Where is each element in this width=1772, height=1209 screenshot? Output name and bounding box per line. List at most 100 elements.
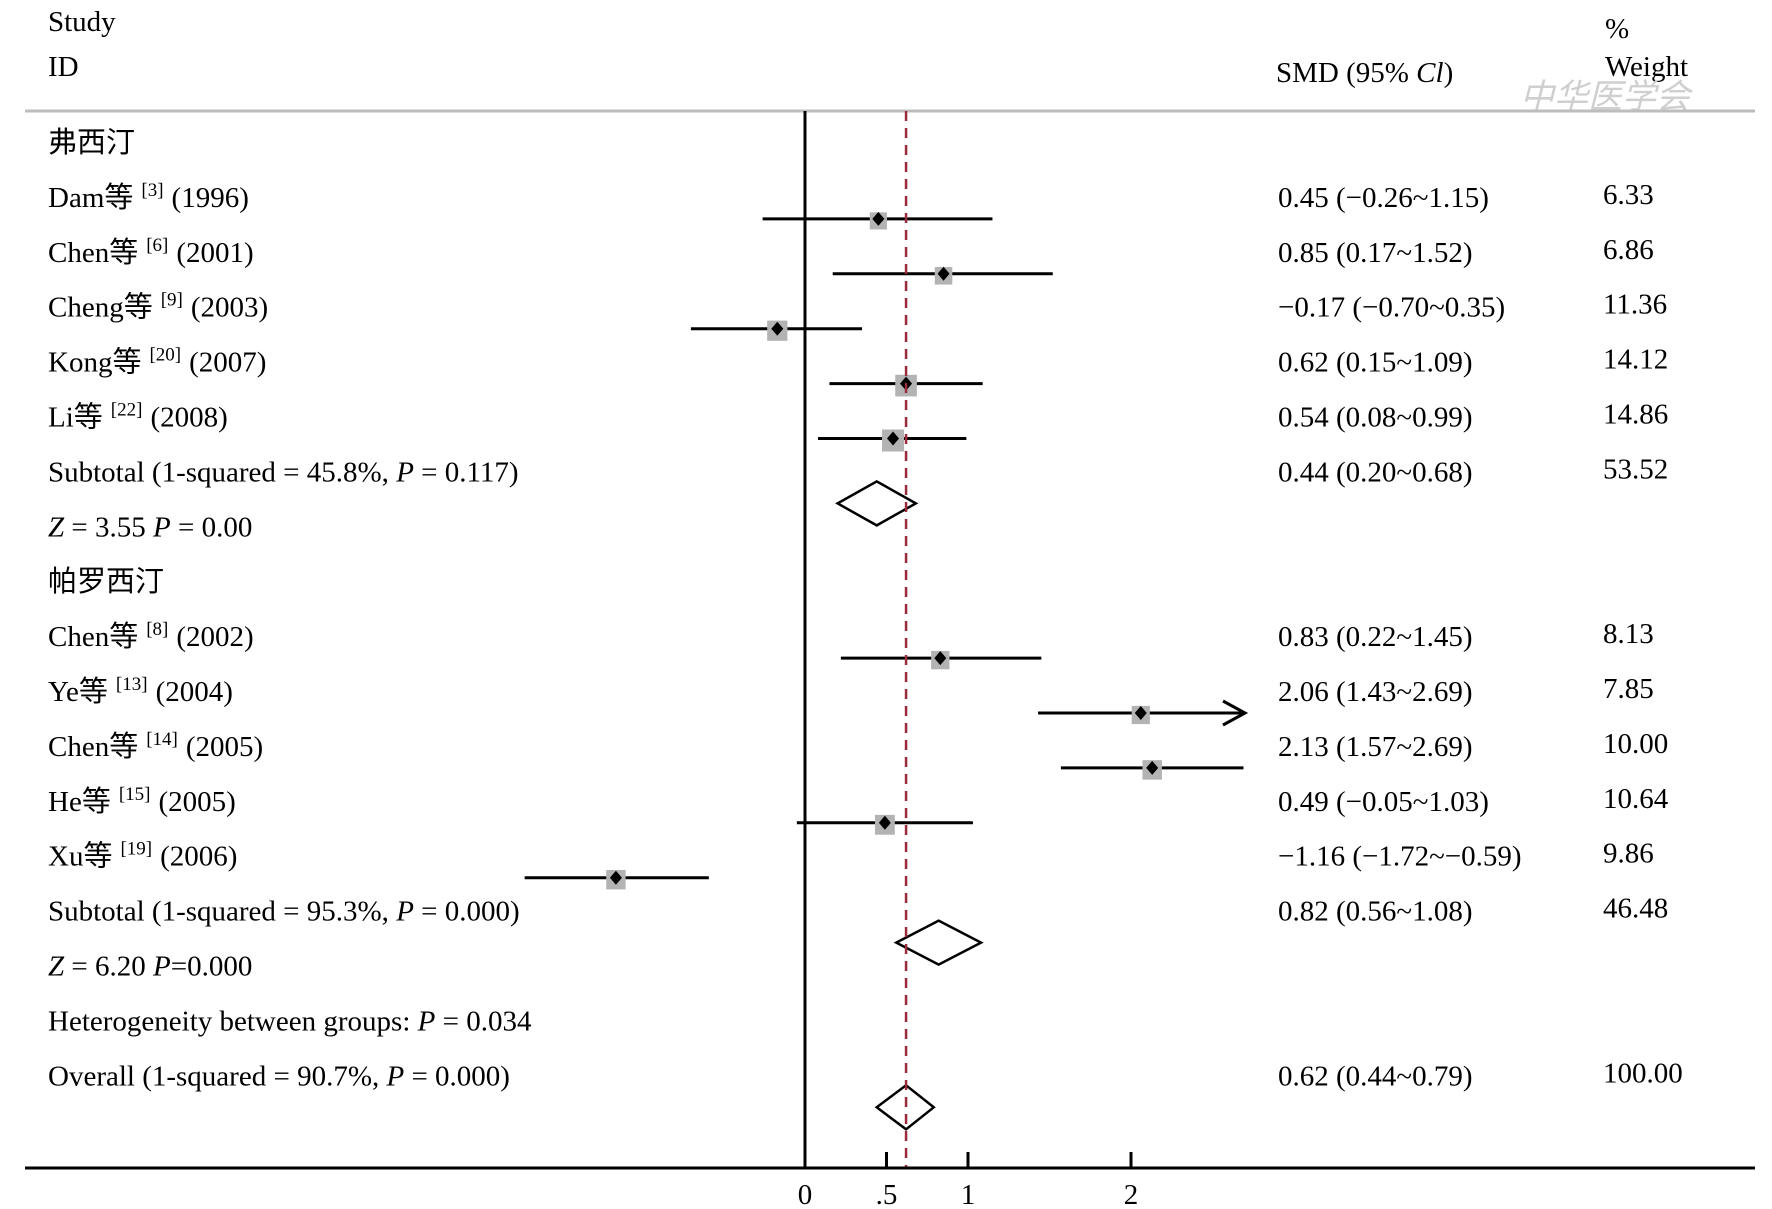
study-label: Li等 [22] (2008) <box>48 400 228 434</box>
subtotal-diamond <box>893 919 984 967</box>
study-label: Chen等 [14] (2005) <box>48 729 263 763</box>
subtotal-label-part: Subtotal (1-squared = 95.3%, <box>48 896 396 928</box>
ci-text: 0.54 (0.08~0.99) <box>1278 402 1473 434</box>
study-ref: [9] <box>161 290 183 311</box>
group-label: 帕罗西汀 <box>48 565 164 598</box>
study-year: (2001) <box>176 237 253 269</box>
study-ref: [22] <box>111 400 143 421</box>
study-ref: [13] <box>116 674 148 695</box>
subtotal-label-part: P <box>395 896 414 928</box>
ci-text: 0.62 (0.44~0.79) <box>1278 1060 1473 1092</box>
id-header: ID <box>48 51 79 83</box>
study-author: Chen等 <box>48 620 138 653</box>
ci-text: 0.62 (0.15~1.09) <box>1278 347 1473 379</box>
weight-text: 100.00 <box>1603 1057 1683 1089</box>
subtotal-label-part: = 0.000) <box>414 896 520 928</box>
weight-percent-header: % <box>1605 13 1629 45</box>
overall-label-part: P <box>385 1060 404 1092</box>
study-year: (2005) <box>158 786 235 818</box>
weight-text: 10.64 <box>1603 783 1669 815</box>
study-label: Cheng等 [9] (2003) <box>48 290 268 324</box>
forest-rows: 弗西汀 Dam等 [3] (1996) 0.45 (−0.26~1.15) 6.33 Che… <box>48 126 1683 1131</box>
study-author: Dam等 <box>48 181 133 214</box>
point-estimate <box>1146 760 1159 775</box>
ci-text: 0.45 (−0.26~1.15) <box>1278 182 1489 214</box>
weight-text: 6.86 <box>1603 234 1654 266</box>
weight-text: 9.86 <box>1603 838 1654 870</box>
point-estimate <box>934 651 947 666</box>
note-label-part: P <box>152 511 171 543</box>
ci-text: 2.13 (1.57~2.69) <box>1278 731 1473 763</box>
study-ref: [20] <box>149 345 181 366</box>
subtotal-label: Subtotal (1-squared = 45.8%, P = 0.117) <box>48 456 519 488</box>
study-row: Chen等 [8] (2002) 0.83 (0.22~1.45) 8.13 <box>48 618 1654 670</box>
study-year: (2005) <box>186 731 263 763</box>
study-year: (2007) <box>189 347 266 379</box>
subtotal-row: Subtotal (1-squared = 45.8%, P = 0.117) 0… <box>48 453 1668 527</box>
ci-text: 2.06 (1.43~2.69) <box>1278 676 1473 708</box>
study-label: Dam等 [3] (1996) <box>48 180 249 214</box>
point-estimate <box>887 431 900 446</box>
study-row: Chen等 [6] (2001) 0.85 (0.17~1.52) 6.86 <box>48 234 1654 285</box>
point-estimate <box>878 815 891 830</box>
point-estimate <box>771 321 784 336</box>
note-label-part: P <box>417 1005 436 1037</box>
overall-label-part: Overall (1-squared = 90.7%, <box>48 1060 386 1092</box>
study-ref: [3] <box>141 180 163 201</box>
group-row: 帕罗西汀 <box>48 565 164 598</box>
point-estimate <box>872 211 885 226</box>
weight-text: 10.00 <box>1603 728 1668 760</box>
study-year: (2002) <box>176 621 253 653</box>
note-label: Z = 3.55 P = 0.00 <box>48 511 252 543</box>
note-label-part: = 0.00 <box>171 511 253 543</box>
study-author: Kong等 <box>48 346 141 379</box>
x-tick-label: 2 <box>1124 1179 1139 1209</box>
note-label-part: = 6.20 <box>64 951 153 983</box>
study-row: Li等 [22] (2008) 0.54 (0.08~0.99) 14.86 <box>48 399 1668 452</box>
overall-row: Overall (1-squared = 90.7%, P = 0.000) 0.… <box>48 1057 1683 1131</box>
ci-text: 0.83 (0.22~1.45) <box>1278 621 1473 653</box>
x-axis: 0 .5 1 2 <box>25 111 1755 1209</box>
ci-text: 0.44 (0.20~0.68) <box>1278 456 1473 488</box>
study-row: Ye等 [13] (2004) 2.06 (1.43~2.69) 7.85 <box>48 673 1654 727</box>
x-tick-label: .5 <box>876 1179 898 1209</box>
study-ref: [14] <box>146 729 178 750</box>
note-label-part: Z <box>48 511 65 543</box>
study-label: Ye等 [13] (2004) <box>48 674 233 708</box>
study-row: Xu等 [19] (2006) −1.16 (−1.72~−0.59) 9.86 <box>48 838 1654 890</box>
subtotal-label: Subtotal (1-squared = 95.3%, P = 0.000) <box>48 896 520 928</box>
overall-diamond <box>874 1083 936 1131</box>
subtotal-label-part: = 0.117) <box>414 456 519 488</box>
study-author: He等 <box>48 785 111 818</box>
study-header: Study <box>48 6 116 38</box>
note-label-part: Z <box>48 951 65 983</box>
note-label-part: P <box>152 951 171 983</box>
ci-text: 0.82 (0.56~1.08) <box>1278 896 1473 928</box>
note-label-part: =0.000 <box>171 951 253 983</box>
study-author: Chen等 <box>48 236 138 269</box>
weight-text: 14.12 <box>1603 344 1668 376</box>
study-label: Kong等 [20] (2007) <box>48 345 266 379</box>
study-author: Cheng等 <box>48 291 153 324</box>
study-author: Ye等 <box>48 675 108 708</box>
study-year: (2004) <box>156 676 233 708</box>
study-label: He等 [15] (2005) <box>48 784 236 818</box>
group-row: 弗西汀 <box>48 126 135 159</box>
study-author: Chen等 <box>48 730 138 763</box>
note-label-part: = 0.034 <box>435 1005 532 1037</box>
study-row: Chen等 [14] (2005) 2.13 (1.57~2.69) 10.00 <box>48 728 1668 780</box>
overall-label: Overall (1-squared = 90.7%, P = 0.000) <box>48 1060 510 1092</box>
effect-header: SMD (95% Cl) <box>1276 57 1453 89</box>
study-row: He等 [15] (2005) 0.49 (−0.05~1.03) 10.64 <box>48 783 1669 835</box>
study-row: Dam等 [3] (1996) 0.45 (−0.26~1.15) 6.33 <box>48 179 1654 230</box>
ci-text: 0.49 (−0.05~1.03) <box>1278 786 1489 818</box>
study-ref: [15] <box>119 784 151 805</box>
note-row: Heterogeneity between groups: P = 0.034 <box>48 1005 532 1037</box>
x-tick-label: 0 <box>798 1179 813 1209</box>
weight-text: 11.36 <box>1603 289 1667 321</box>
overall-label-part: = 0.000) <box>404 1060 510 1092</box>
weight-text: 14.86 <box>1603 399 1668 431</box>
study-row: Cheng等 [9] (2003) −0.17 (−0.70~0.35) 11.36 <box>48 289 1667 341</box>
note-label-part: = 3.55 <box>64 511 153 543</box>
x-tick-label: 1 <box>961 1179 976 1209</box>
